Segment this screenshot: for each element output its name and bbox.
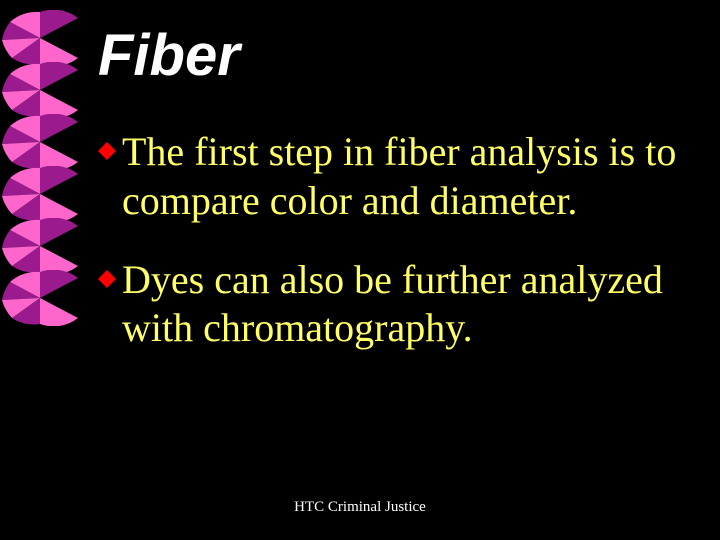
slide-content: The first step in fiber analysis is to c… <box>98 128 688 383</box>
bullet-item: Dyes can also be further analyzed with c… <box>98 256 688 354</box>
diamond-bullet-icon <box>98 270 116 293</box>
slide-footer: HTC Criminal Justice <box>0 499 720 516</box>
bullet-text: Dyes can also be further analyzed with c… <box>122 256 688 354</box>
bullet-text: The first step in fiber analysis is to c… <box>122 128 688 226</box>
slide: Fiber The first step in fiber analysis i… <box>0 0 720 540</box>
bullet-item: The first step in fiber analysis is to c… <box>98 128 688 226</box>
diamond-bullet-icon <box>98 142 116 165</box>
slide-title: Fiber <box>98 22 240 89</box>
side-decorative-wings <box>0 10 80 322</box>
